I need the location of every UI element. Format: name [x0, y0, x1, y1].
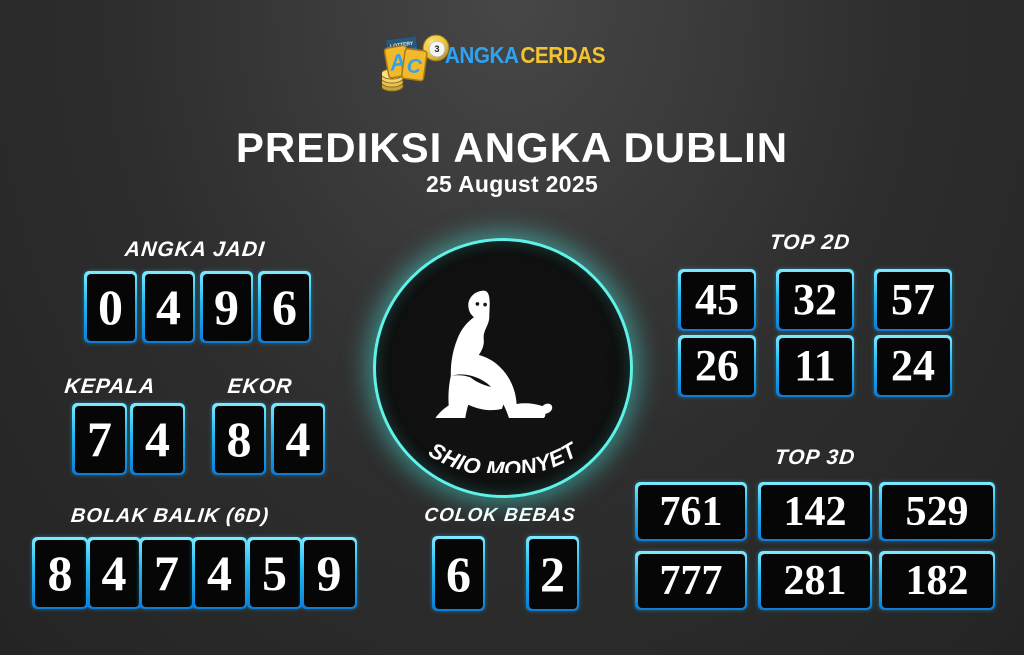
svg-text:3: 3	[435, 44, 440, 54]
svg-text:SHIO MONYET: SHIO MONYET	[425, 437, 582, 473]
